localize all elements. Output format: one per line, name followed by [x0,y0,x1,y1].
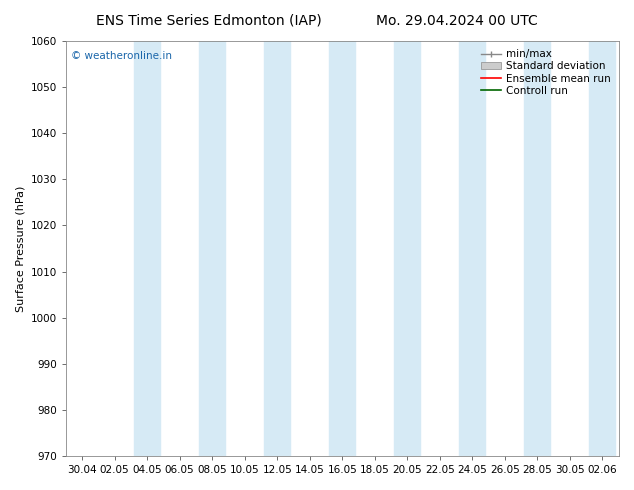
Y-axis label: Surface Pressure (hPa): Surface Pressure (hPa) [15,185,25,312]
Bar [264,41,290,456]
Bar [199,41,225,456]
Bar [134,41,160,456]
Bar [329,41,355,456]
Bar [524,41,550,456]
Text: ENS Time Series Edmonton (IAP): ENS Time Series Edmonton (IAP) [96,14,322,28]
Bar [459,41,485,456]
Text: Mo. 29.04.2024 00 UTC: Mo. 29.04.2024 00 UTC [375,14,538,28]
Bar [590,41,616,456]
Bar [394,41,420,456]
Legend: min/max, Standard deviation, Ensemble mean run, Controll run: min/max, Standard deviation, Ensemble me… [477,46,614,99]
Text: © weatheronline.in: © weatheronline.in [72,51,172,61]
